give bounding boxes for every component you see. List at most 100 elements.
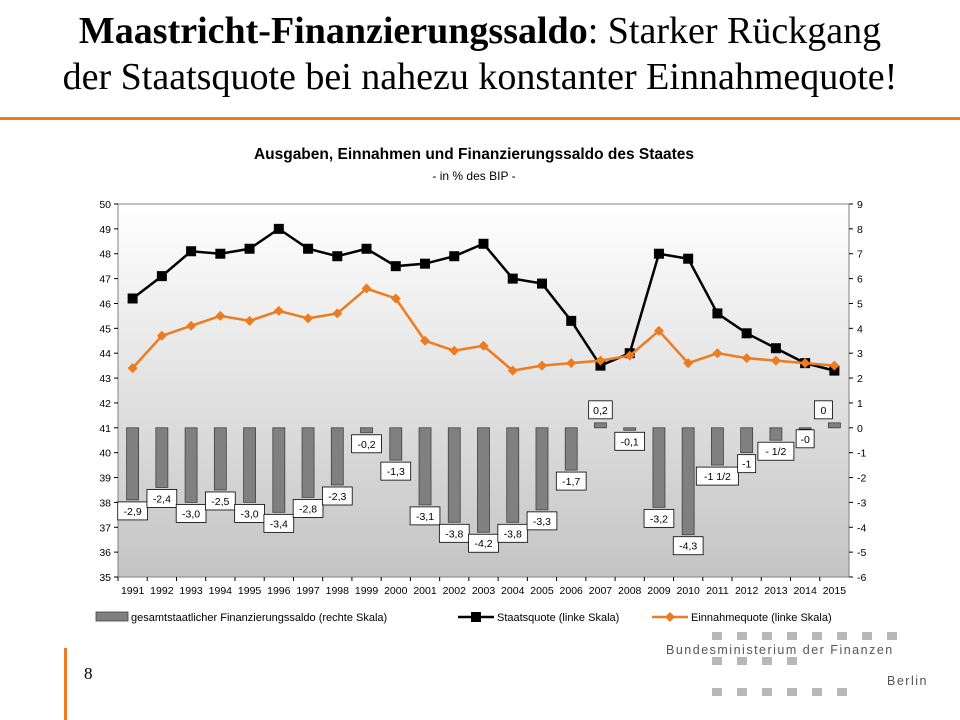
left-axis-tick-label: 49 (99, 224, 111, 236)
staatsquote-point (420, 258, 431, 269)
slide-title: Maastricht-Finanzierungssaldo: Starker R… (0, 8, 960, 100)
right-axis-tick-label: 3 (857, 348, 863, 360)
staatsquote-point (507, 273, 518, 284)
saldo-bar (535, 427, 549, 511)
title-line-2: der Staatsquote bei nahezu konstanter Ei… (62, 56, 898, 98)
saldo-data-label: -1 1/2 (704, 471, 731, 483)
right-axis-tick-label: -3 (857, 497, 866, 509)
saldo-data-label-box (614, 431, 645, 451)
legend-label-saldo: gesamtstaatlicher Finanzierungssaldo (re… (131, 612, 387, 624)
saldo-data-label-box (205, 491, 236, 511)
right-axis-tick-label: 5 (857, 298, 863, 310)
saldo-data-label: -2,3 (328, 491, 346, 503)
einnahmequote-point (361, 283, 372, 294)
staatsquote-point (478, 238, 489, 249)
left-axis-tick-label: 41 (99, 423, 111, 435)
legend-marker-einnahmequote (665, 612, 675, 622)
saldo-bar (652, 427, 666, 508)
staatsquote-point (449, 251, 460, 262)
saldo-data-label: -1 (742, 459, 751, 471)
saldo-bar (623, 427, 637, 431)
saldo-data-label-box (757, 441, 795, 461)
saldo-data-label-box (117, 501, 148, 521)
staatsquote-point (156, 271, 167, 282)
x-axis-tick-label: 2003 (472, 585, 496, 597)
legend-label-staatsquote: Staatsquote (linke Skala) (497, 612, 619, 624)
title-bold: Maastricht-Finanzierungssaldo (78, 10, 588, 52)
saldo-bar (740, 427, 754, 454)
saldo-data-label-box (438, 523, 470, 543)
saldo-bar (301, 427, 315, 498)
saldo-data-label-box (409, 506, 441, 526)
right-axis-tick-label: -2 (857, 473, 866, 485)
einnahmequote-point (332, 308, 343, 319)
saldo-data-label: -4,3 (679, 541, 697, 553)
x-axis-tick-label: 1997 (296, 585, 320, 597)
staatsquote-point (566, 315, 577, 326)
saldo-data-label-box (588, 400, 613, 420)
saldo-data-label-box (643, 508, 675, 528)
x-axis-tick-label: 2002 (443, 585, 467, 597)
einnahmequote-point (215, 310, 226, 321)
logo-ministry-name: Bundesministerium der Finanzen (666, 643, 894, 657)
saldo-data-label: -3,2 (650, 513, 668, 525)
bmf-logo: Bundesministerium der Finanzen Berlin (666, 628, 960, 720)
x-axis-tick-label: 2007 (589, 585, 613, 597)
right-axis-tick-label: -1 (857, 448, 866, 460)
chart-title: Ausgaben, Einnahmen und Finanzierungssal… (254, 146, 694, 163)
saldo-data-label: -0,2 (357, 439, 375, 451)
saldo-bar (447, 427, 461, 523)
saldo-data-label-box (263, 513, 295, 533)
x-axis-tick-label: 1998 (326, 585, 350, 597)
right-axis-tick-label: 2 (857, 373, 863, 385)
einnahmequote-point (829, 360, 840, 371)
saldo-data-label-box (146, 489, 178, 508)
dot-grid-logo-icon (712, 632, 897, 696)
saldo-bar (827, 422, 841, 429)
x-axis-tick-label: 1993 (179, 585, 203, 597)
saldo-data-label-box (695, 466, 739, 486)
staatsquote-point (127, 293, 138, 304)
staatsquote-point (215, 248, 226, 259)
saldo-data-label-box (813, 400, 833, 420)
x-axis-tick-label: 2015 (823, 585, 847, 597)
left-axis-tick-label: 38 (99, 497, 111, 509)
right-axis-tick-label: 1 (857, 398, 863, 410)
saldo-data-label: -3,0 (182, 508, 200, 520)
saldo-data-label-box (555, 471, 587, 491)
left-axis-tick-label: 43 (99, 373, 111, 385)
page-number: 8 (84, 664, 93, 683)
x-axis-tick-label: 1999 (355, 585, 379, 597)
einnahmequote-point (653, 325, 664, 336)
saldo-data-label: -2,5 (211, 496, 229, 508)
einnahmequote-point (566, 358, 577, 369)
einnahmequote-point (244, 315, 255, 326)
staatsquote-point (653, 248, 664, 259)
staatsquote-point (536, 278, 547, 289)
staatsquote-point (273, 223, 284, 234)
left-axis-tick-label: 40 (99, 448, 111, 460)
einnahmequote-point (507, 365, 518, 376)
left-axis-tick-label: 44 (99, 348, 111, 360)
x-axis-tick-label: 2004 (501, 585, 525, 597)
saldo-data-label-box (292, 499, 324, 518)
saldo-data-label-box (497, 523, 529, 543)
saldo-data-label: -1,7 (562, 476, 580, 488)
einnahmequote-point (478, 340, 489, 351)
saldo-data-label: -4,2 (474, 538, 492, 550)
saldo-data-label: -1,3 (387, 466, 405, 478)
x-axis-tick-label: 1995 (238, 585, 262, 597)
saldo-bar (477, 427, 490, 533)
staatsquote-point (361, 243, 372, 254)
staatsquote-point (332, 251, 343, 262)
saldo-data-label-box (351, 434, 382, 454)
saldo-data-label: -3,8 (445, 528, 463, 540)
logo-city: Berlin (887, 674, 928, 688)
x-axis-tick-label: 2011 (706, 585, 729, 597)
staatsquote-point (186, 246, 197, 257)
staatsquote-point (303, 243, 314, 254)
right-axis-tick-label: 9 (857, 199, 863, 211)
saldo-bar (389, 427, 403, 461)
x-axis-tick-label: 2014 (793, 585, 817, 597)
saldo-bar (360, 427, 373, 434)
